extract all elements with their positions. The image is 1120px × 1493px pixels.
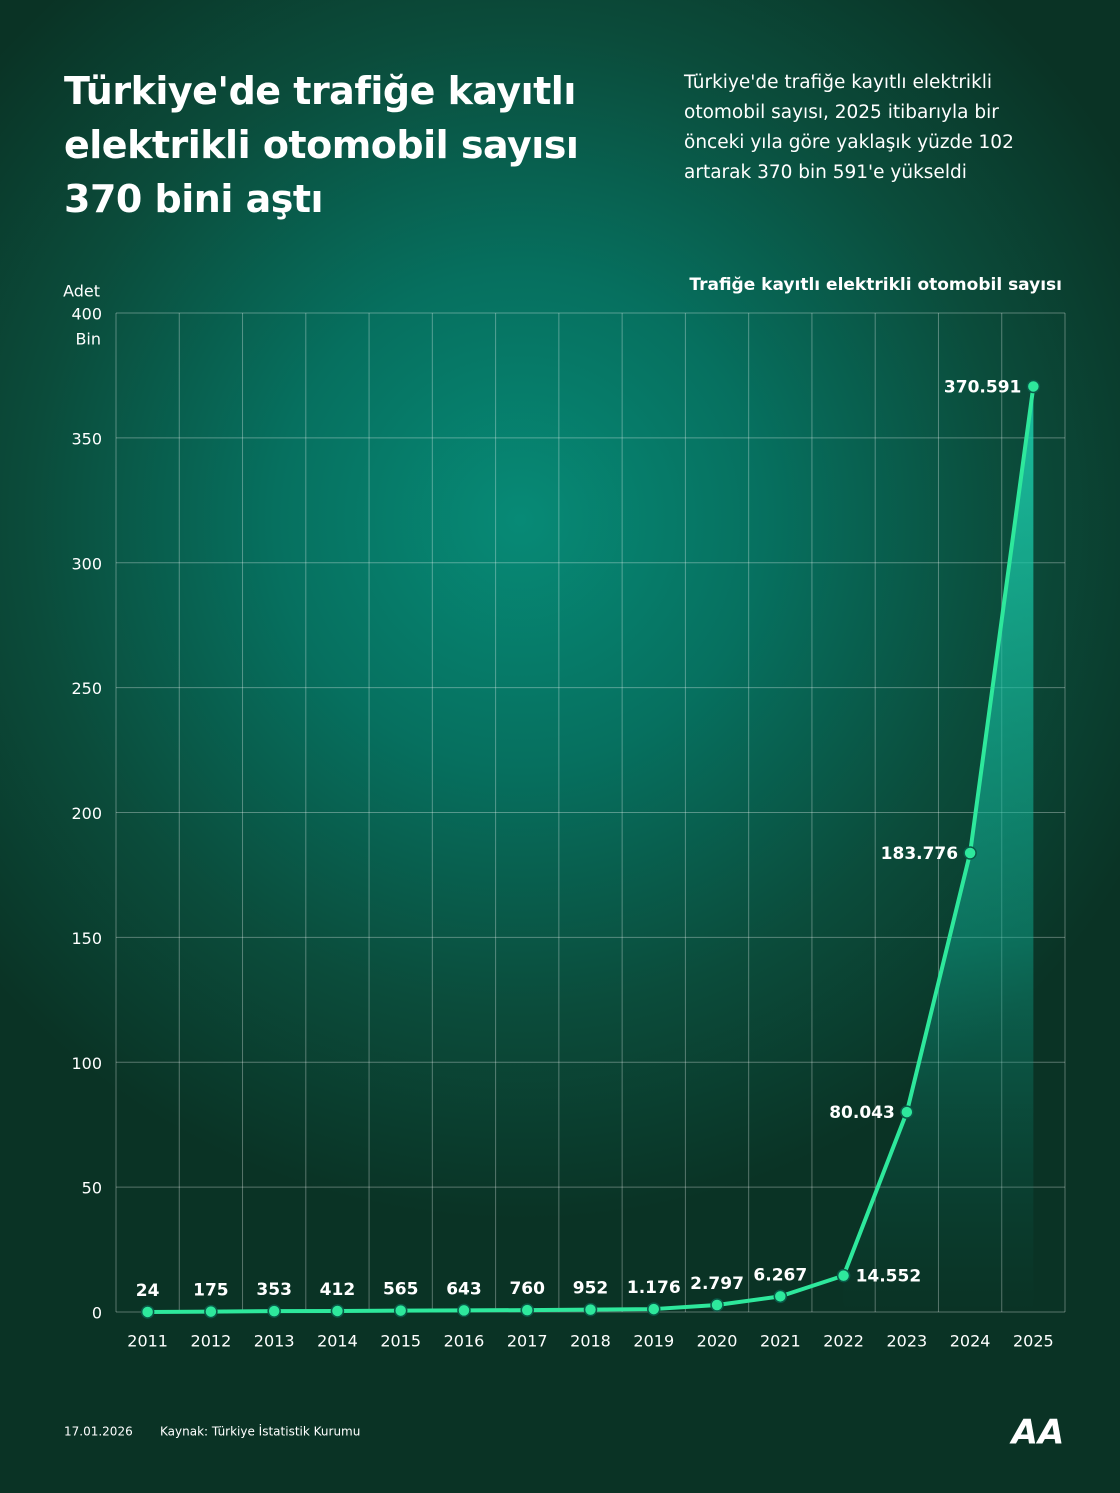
x-tick-label: 2019 xyxy=(633,1332,674,1351)
x-tick-label: 2017 xyxy=(507,1332,548,1351)
data-label: 353 xyxy=(256,1280,292,1300)
point xyxy=(710,1298,724,1312)
x-tick-label: 2011 xyxy=(127,1332,168,1351)
y-tick-label: 300 xyxy=(71,554,102,573)
x-tick-label: 2021 xyxy=(760,1332,801,1351)
x-tick-label: 2016 xyxy=(444,1332,485,1351)
point xyxy=(836,1268,851,1283)
data-label: 6.267 xyxy=(753,1265,807,1285)
data-label: 80.043 xyxy=(829,1103,895,1123)
x-tick-label: 2018 xyxy=(570,1332,611,1351)
x-tick-label: 2015 xyxy=(380,1332,421,1351)
y-axis-unit: Bin xyxy=(75,330,101,349)
x-tick-label: 2025 xyxy=(1013,1332,1054,1351)
data-label: 175 xyxy=(193,1281,229,1301)
y-tick-label: 100 xyxy=(71,1054,102,1073)
point xyxy=(647,1302,661,1316)
point xyxy=(140,1305,155,1319)
point xyxy=(457,1303,471,1318)
point xyxy=(520,1303,534,1317)
x-tick-label: 2020 xyxy=(697,1332,738,1351)
y-tick-label: 400 xyxy=(71,305,102,324)
point xyxy=(583,1302,598,1317)
data-label: 952 xyxy=(573,1279,609,1299)
data-label: 760 xyxy=(509,1279,545,1299)
point xyxy=(267,1304,281,1318)
y-tick-label: 200 xyxy=(71,804,102,823)
y-axis-label: Adet xyxy=(63,282,100,301)
data-label: 1.176 xyxy=(627,1278,681,1298)
y-tick-label: 150 xyxy=(71,929,102,948)
title: Türkiye'de trafiğe kayıtlı elektrikli ot… xyxy=(64,69,579,221)
y-tick-label: 350 xyxy=(71,429,102,448)
data-label: 183.776 xyxy=(881,844,958,864)
point xyxy=(773,1289,788,1304)
y-tick-label: 250 xyxy=(71,679,102,698)
subtitle: Türkiye'de trafiğe kayıtlı elektrikli ot… xyxy=(684,72,1014,183)
point xyxy=(900,1105,914,1119)
point xyxy=(1026,379,1041,394)
point xyxy=(204,1304,218,1319)
x-tick-label: 2024 xyxy=(950,1332,991,1351)
data-label: 370.591 xyxy=(944,377,1021,397)
x-tick-label: 2013 xyxy=(254,1332,295,1351)
chart-caption: Trafiğe kayıtlı elektrikli otomobil sayı… xyxy=(689,275,1062,295)
logo: AA xyxy=(1009,1413,1065,1453)
point xyxy=(963,846,977,860)
y-tick-label: 50 xyxy=(82,1179,102,1198)
y-tick-label: 0 xyxy=(92,1304,102,1323)
data-label: 412 xyxy=(320,1280,356,1300)
date: 17.01.2026 xyxy=(64,1425,133,1439)
data-label: 14.552 xyxy=(856,1267,922,1287)
area xyxy=(843,386,1034,1312)
source: Kaynak: Türkiye İstatistik Kurumu xyxy=(160,1424,360,1439)
x-tick-label: 2022 xyxy=(823,1332,864,1351)
point xyxy=(393,1303,408,1318)
x-tick-label: 2014 xyxy=(317,1332,358,1351)
data-label: 565 xyxy=(383,1280,419,1300)
x-tick-label: 2012 xyxy=(191,1332,232,1351)
data-label: 2.797 xyxy=(690,1274,744,1294)
data-label: 643 xyxy=(446,1279,482,1299)
point xyxy=(330,1304,345,1318)
data-label: 24 xyxy=(136,1281,160,1301)
x-tick-label: 2023 xyxy=(886,1332,927,1351)
